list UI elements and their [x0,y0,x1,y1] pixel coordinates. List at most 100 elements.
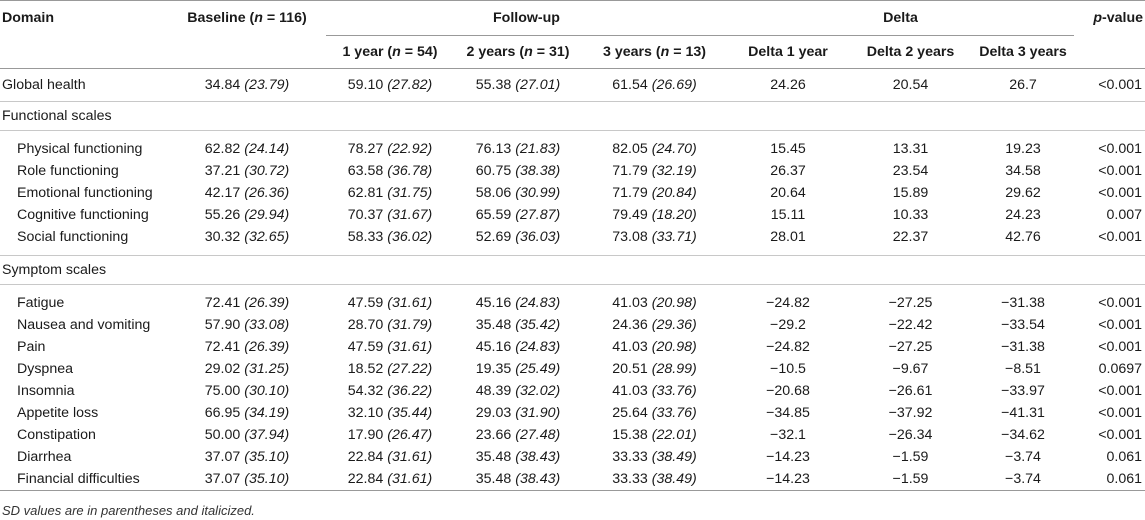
cell-delta-3: 24.23 [1005,207,1041,223]
cell-pvalue: <0.001 [1098,427,1143,443]
functional-scales-body: Physical functioning 62.82 (24.14) 78.27 (… [0,138,1145,248]
cell-delta-2: −26.61 [888,383,933,399]
cell-pvalue: <0.001 [1098,383,1143,399]
cell-year-2: 76.13 (21.83) [475,141,561,157]
cell-delta-1: 15.11 [770,207,806,223]
cell-baseline: 37.21 (30.72) [204,163,290,179]
cell-year-1: 18.52 (27.22) [347,361,433,377]
cell-year-2: 48.39 (32.02) [475,383,561,399]
table-row: Physical functioning 62.82 (24.14) 78.27 (… [0,138,1145,160]
row-label: Dyspnea [17,361,73,377]
cell-baseline: 72.41 (26.39) [204,339,290,355]
cell-delta-1: 15.45 [770,141,806,157]
table-header: Domain Baseline (n = 116) Follow-up Delt… [0,0,1145,69]
cell-baseline: 50.00 (37.94) [204,427,290,443]
cell-delta-3: −33.97 [1001,383,1045,399]
cell-delta-2: −37.92 [888,405,933,421]
cell-year-3: 82.05 (24.70) [612,141,697,157]
cell-delta-2: −9.67 [892,361,929,377]
cell-year-1: 47.59 (31.61) [347,339,433,355]
cell-year-3: 61.54 (26.69) [582,68,727,102]
cell-pvalue: 0.061 [1074,468,1145,491]
row-label: Physical functioning [17,141,143,157]
cell-baseline: 72.41 (26.39) [204,295,290,311]
cell-year-1: 70.37 (31.67) [347,207,433,223]
cell-delta-1: 28.01 [770,229,806,245]
row-label: Role functioning [17,163,119,179]
table-row: Social functioning 30.32 (32.65) 58.33 (36… [0,226,1145,248]
row-label: Diarrhea [17,449,72,465]
row-label: Nausea and vomiting [17,317,151,333]
cell-pvalue: 0.061 [1106,449,1143,465]
cell-baseline: 30.32 (32.65) [204,229,290,245]
table-row: Financial difficulties 37.07 (35.10) 22.84… [0,468,1145,491]
row-label: Emotional functioning [17,185,153,201]
cell-delta-3: 34.58 [1005,163,1041,179]
cell-pvalue: <0.001 [1098,229,1143,245]
cell-delta-2: 22.37 [892,229,929,245]
cell-year-2: 45.16 (24.83) [475,295,561,311]
header-followup: Follow-up [326,0,727,36]
row-label: Constipation [17,427,96,443]
cell-delta-3: −34.62 [1001,427,1045,443]
cell-pvalue: <0.001 [1098,339,1143,355]
cell-baseline: 62.82 (24.14) [204,141,290,157]
cell-delta-2: 23.54 [892,163,929,179]
table-row: Dyspnea 29.02 (31.25) 18.52 (27.22) 19.35 (… [0,358,1145,380]
header-delta-2-years: Delta 2 years [849,35,972,69]
cell-delta-3: −41.31 [1001,405,1045,421]
row-label: Appetite loss [17,405,99,421]
table-row: Appetite loss 66.95 (34.19) 32.10 (35.44) 2… [0,402,1145,424]
cell-pvalue: <0.001 [1098,317,1143,333]
table-row: Insomnia 75.00 (30.10) 54.32 (36.22) 48.39 … [0,380,1145,402]
cell-baseline: 42.17 (26.36) [204,185,290,201]
cell-year-1: 62.81 (31.75) [347,185,433,201]
cell-pvalue: <0.001 [1098,295,1143,311]
cell-year-3: 41.03 (20.98) [612,339,697,355]
section-header-functional: Functional scales [0,101,1145,131]
cell-year-2: 55.38 (27.01) [454,68,582,102]
cell-delta-2: −1.59 [849,468,972,491]
cell-delta-2: 15.89 [892,185,929,201]
cell-baseline: 37.07 (35.10) [168,468,326,491]
cell-delta-2: −1.59 [892,449,929,465]
header-pvalue: p-value [1074,0,1145,36]
row-label: Pain [17,339,46,355]
cell-delta-3: −3.74 [972,468,1075,491]
table-row: Fatigue 72.41 (26.39) 47.59 (31.61) 45.16 (… [0,292,1145,314]
cell-year-2: 35.48 (35.42) [475,317,561,333]
cell-baseline: 29.02 (31.25) [204,361,290,377]
cell-delta-1: −24.82 [766,339,810,355]
cell-delta-1: −29.2 [770,317,806,333]
cell-delta-1: −32.1 [770,427,806,443]
row-label: Fatigue [17,295,65,311]
cell-pvalue: <0.001 [1098,141,1143,157]
header-domain: Domain [0,0,168,36]
cell-year-1: 63.58 (36.78) [347,163,433,179]
cell-delta-2: −26.34 [888,427,933,443]
cell-delta-3: −31.38 [1001,339,1045,355]
cell-baseline: 75.00 (30.10) [204,383,290,399]
cell-pvalue: <0.001 [1098,405,1143,421]
cell-pvalue: <0.001 [1098,185,1143,201]
cell-delta-2: 20.54 [849,68,972,102]
cell-delta-3: −33.54 [1001,317,1045,333]
cell-year-1: 28.70 (31.79) [347,317,433,333]
cell-delta-3: 29.62 [1005,185,1041,201]
cell-delta-2: 10.33 [892,207,929,223]
cell-pvalue: <0.001 [1074,68,1145,102]
cell-year-3: 41.03 (33.76) [612,383,697,399]
row-label: Insomnia [17,383,75,399]
cell-year-2: 45.16 (24.83) [475,339,561,355]
cell-delta-3: −3.74 [1005,449,1041,465]
header-delta-1-year: Delta 1 year [727,35,849,69]
table-row: Constipation 50.00 (37.94) 17.90 (26.47) 23… [0,424,1145,446]
cell-pvalue: 0.007 [1106,207,1143,223]
symptom-scales-body: Fatigue 72.41 (26.39) 47.59 (31.61) 45.16 (… [0,292,1145,491]
cell-year-1: 59.10 (27.82) [326,68,454,102]
cell-delta-1: −10.5 [770,361,806,377]
cell-year-2: 35.48 (38.43) [475,449,561,465]
cell-delta-1: 20.64 [770,185,806,201]
cell-year-2: 60.75 (38.38) [475,163,561,179]
table-row: Diarrhea 37.07 (35.10) 22.84 (31.61) 35.48 … [0,446,1145,468]
